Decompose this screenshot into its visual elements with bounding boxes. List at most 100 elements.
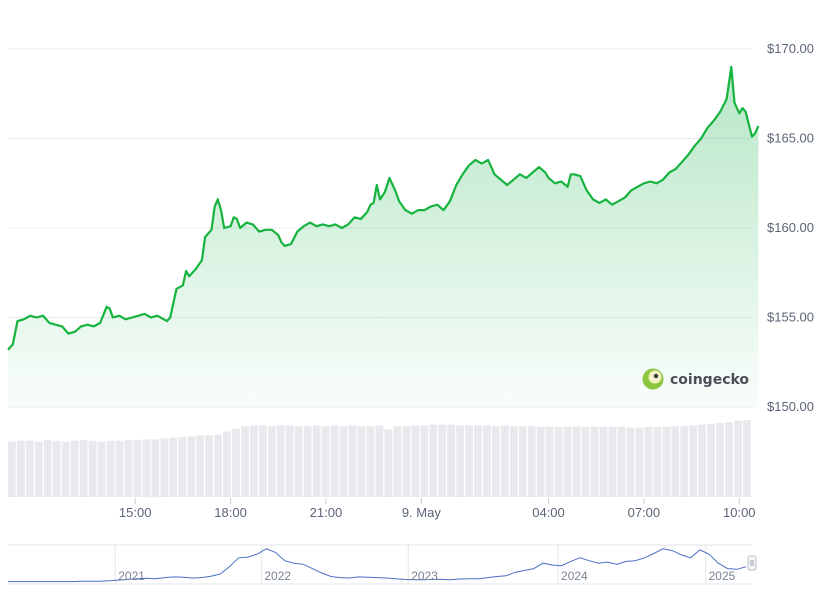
navigator-year-labels: 2021 2022 2023 2024 2025 [118,569,735,583]
volume-bar [617,426,626,497]
volume-bar [312,425,321,497]
volume-bar [483,425,491,497]
navigator-year-label: 2021 [118,569,145,583]
x-tick-label: 18:00 [214,505,247,520]
volume-bar [420,425,429,497]
volume-bar [527,426,536,497]
navigator-year-label: 2022 [264,569,291,583]
volume-bar [707,423,715,497]
volume-bar [590,426,599,497]
volume-bar [411,425,420,497]
volume-bar [330,425,339,497]
y-tick-label: $165.00 [767,131,814,146]
volume-bar [554,426,563,497]
volume-bar [303,426,312,497]
volume-bar [375,425,384,497]
price-area [8,66,759,408]
x-tick-label: 04:00 [532,505,565,520]
x-tick-label: 10:00 [723,505,756,520]
x-axis: 15:00 18:00 21:00 9. May 04:00 07:00 10:00 [119,498,756,520]
y-tick-label: $155.00 [767,310,814,325]
volume-bar [133,440,142,497]
volume-bar [285,425,294,497]
volume-bar [321,426,330,497]
y-tick-label: $170.00 [767,41,814,56]
volume-bar [644,426,653,497]
volume-bar [635,427,644,497]
volume-bar [106,440,115,497]
volume-bar [501,425,509,497]
price-line [7,65,760,351]
volume-bar [680,426,689,497]
volume-bar [8,441,16,497]
volume-bar [456,425,464,497]
navigator-year-label: 2023 [411,569,438,583]
volume-bar [34,441,43,497]
volume-bar [169,437,178,497]
volume-bar [259,425,267,497]
volume-bar [196,435,204,497]
y-tick-label: $150.00 [767,399,814,414]
volume-bar [70,440,79,497]
volume-bar [393,426,402,497]
volume-bar [734,420,742,497]
volume-bar [348,425,357,497]
volume-bar [626,427,635,497]
volume-bar [151,439,160,498]
volume-bars [8,420,751,498]
volume-bar [492,426,500,497]
volume-bar [518,426,527,497]
volume-bar [662,426,671,497]
y-axis: $170.00 $165.00 $160.00 $155.00 $150.00 [767,41,814,414]
volume-bar [438,424,447,497]
volume-bar [563,426,572,497]
navigator-year-label: 2025 [709,569,736,583]
volume-bar [510,426,518,497]
volume-bar [572,426,581,497]
volume-bar [536,426,545,497]
volume-bar [187,436,196,497]
volume-bar [142,439,151,498]
volume-bar [294,426,303,497]
navigator-line [8,548,747,583]
volume-bar [465,425,473,497]
volume-bar [429,424,438,497]
volume-bar [402,426,411,497]
volume-bar [357,426,366,497]
volume-bar [653,426,662,497]
volume-bar [447,424,455,497]
volume-bar [214,434,222,497]
volume-bar [124,440,133,497]
volume-bar [223,431,231,498]
volume-bar [17,440,25,497]
x-tick-label: 15:00 [119,505,152,520]
volume-bar [241,426,249,497]
volume-bar [79,440,88,497]
volume-bar [743,420,751,497]
volume-bar [599,426,608,497]
volume-bar [52,440,61,497]
navigator-handle[interactable] [747,555,757,571]
range-navigator[interactable]: 2021 2022 2023 2024 2025 [8,544,757,585]
volume-bar [716,423,724,497]
volume-bar [97,441,106,497]
volume-bar [689,425,698,497]
volume-bar [25,440,34,497]
volume-bar [61,441,70,497]
x-tick-label: 21:00 [310,505,343,520]
volume-bar [474,425,482,497]
volume-bar [725,422,733,497]
volume-bar [205,435,213,497]
volume-bar [698,424,706,497]
y-tick-label: $160.00 [767,220,814,235]
volume-bar [250,425,258,497]
volume-bar [232,428,240,497]
volume-bar [545,426,554,497]
volume-bar [276,425,285,497]
volume-bar [43,440,52,497]
x-tick-label: 9. May [402,505,442,520]
volume-bar [339,426,348,497]
coingecko-logo: coingecko [642,368,749,390]
volume-bar [115,440,124,497]
